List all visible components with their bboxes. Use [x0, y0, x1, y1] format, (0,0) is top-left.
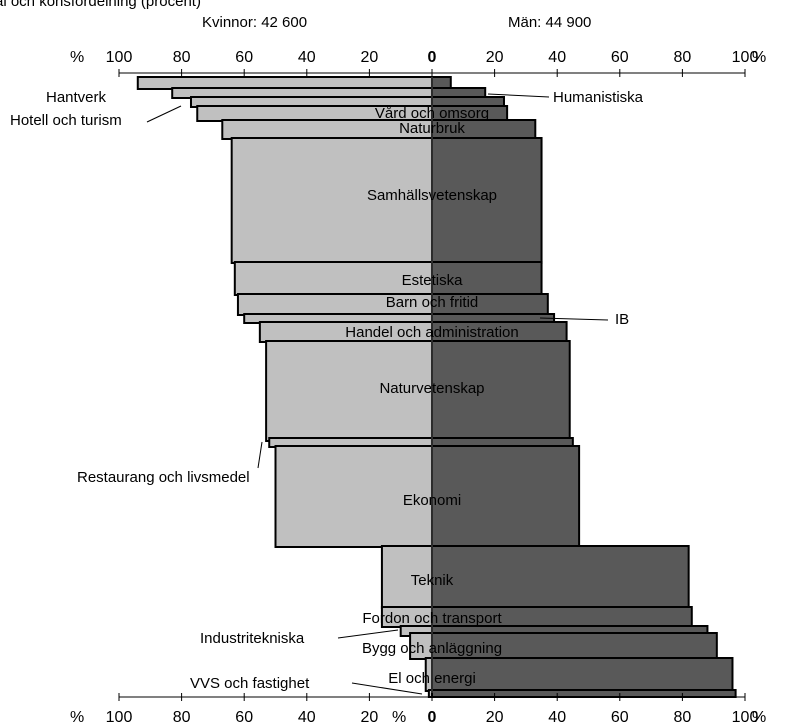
chart-title: al och könsfördelning (procent) [0, 0, 201, 10]
bar-label: Naturbruk [399, 120, 465, 137]
bar-label: Naturvetenskap [379, 380, 484, 397]
tick-label: 60 [235, 49, 253, 66]
tick-label: 20 [361, 49, 379, 66]
callout-leader [146, 105, 182, 123]
bar-women [274, 445, 433, 548]
percent-label: % [752, 709, 766, 726]
bar-label: Bygg och anläggning [362, 640, 502, 657]
tick-label: 100 [732, 709, 759, 726]
callout-label: Restaurang och livsmedel [77, 469, 250, 486]
callout-label: Hotell och turism [10, 112, 122, 129]
bar-men [431, 689, 737, 698]
tick-label: 20 [486, 49, 504, 66]
tick-label: 80 [173, 709, 191, 726]
men-count-label: Män: 44 900 [508, 14, 591, 31]
tick-label: 40 [548, 709, 566, 726]
tick-label: 60 [235, 709, 253, 726]
tick-label: 80 [173, 49, 191, 66]
callout-label: VVS och fastighet [190, 675, 310, 692]
percent-label: % [752, 49, 766, 66]
tick-label: 60 [611, 49, 629, 66]
tick-label: 60 [611, 709, 629, 726]
tick-label: 40 [548, 49, 566, 66]
tick-label: 40 [298, 49, 316, 66]
callout-label: IB [615, 311, 629, 328]
bar-men [431, 657, 734, 692]
tick-label: 100 [106, 49, 133, 66]
bottom-axis: 100 80 60 40 20 0 20 40 60 80 100%%% [70, 693, 766, 726]
callout-label: Humanistiska [553, 89, 644, 106]
callout-label: Industritekniska [200, 630, 305, 647]
bar-label: Estetiska [402, 272, 464, 289]
tick-label: 100 [732, 49, 759, 66]
callout-leader [487, 93, 550, 98]
callout-leader [539, 317, 609, 321]
women-count-label: Kvinnor: 42 600 [202, 14, 307, 31]
bar-label: Samhällsvetenskap [367, 187, 497, 204]
bar-label: Ekonomi [403, 492, 461, 509]
bar-label: El och energi [388, 670, 476, 687]
top-axis: 100 80 60 40 20 0 20 40 60 80 100%% [70, 49, 766, 77]
percent-label: % [70, 709, 84, 726]
bar-men [431, 445, 581, 548]
bar-label: Teknik [411, 572, 454, 589]
tick-label: 100 [106, 709, 133, 726]
tick-label: 0 [428, 709, 437, 726]
percent-label: % [392, 709, 406, 726]
tick-label: 0 [428, 49, 437, 66]
tick-label: 20 [361, 709, 379, 726]
bar-label: Handel och administration [345, 324, 518, 341]
bar-women [230, 137, 433, 264]
bar-men [431, 545, 690, 609]
bar-women [380, 545, 434, 609]
callout-label: Hantverk [46, 89, 107, 106]
tick-label: 80 [674, 709, 692, 726]
tick-label: 80 [674, 49, 692, 66]
bar-label: Fordon och transport [362, 610, 502, 627]
bar-label: Barn och fritid [386, 294, 479, 311]
bar-men [431, 340, 571, 442]
callout-leader [337, 629, 399, 639]
percent-label: % [70, 49, 84, 66]
tick-label: 20 [486, 709, 504, 726]
bar-label: Vård och omsorg [375, 105, 489, 122]
callouts-group: Hantverk Humanistiska Hotell och turism IB R… [10, 89, 644, 695]
callout-leader [351, 682, 423, 695]
tick-label: 40 [298, 709, 316, 726]
callout-leader [257, 441, 263, 469]
